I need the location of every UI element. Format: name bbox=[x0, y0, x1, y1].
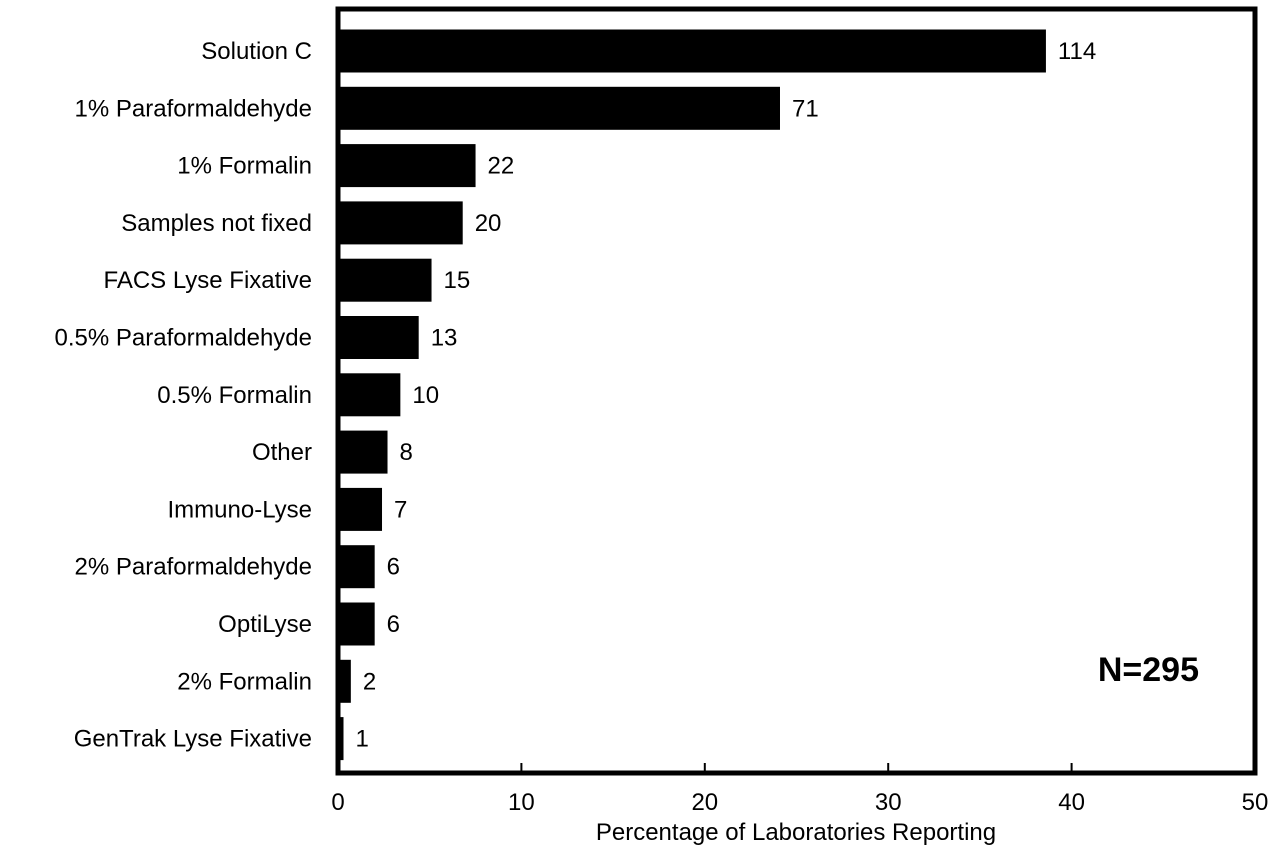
bar bbox=[338, 86, 780, 130]
bar bbox=[338, 258, 432, 302]
bar bbox=[338, 717, 344, 761]
category-label: 2% Paraformaldehyde bbox=[75, 554, 312, 581]
value-labels-group: 114 71 22 20 15 13 10 8 7 6 6 2 1 bbox=[356, 38, 1097, 753]
data-label: 6 bbox=[387, 554, 400, 581]
x-tick-label: 50 bbox=[1242, 789, 1269, 816]
bar bbox=[338, 545, 375, 589]
x-tick-label: 40 bbox=[1058, 789, 1085, 816]
data-label: 13 bbox=[431, 325, 458, 352]
data-label: 114 bbox=[1058, 38, 1096, 65]
bar bbox=[338, 487, 383, 531]
bar bbox=[338, 201, 463, 245]
data-label: 7 bbox=[394, 496, 407, 523]
data-label: 6 bbox=[387, 611, 400, 638]
category-label: Samples not fixed bbox=[121, 210, 312, 237]
data-label: 20 bbox=[475, 210, 502, 237]
bar bbox=[338, 144, 476, 188]
x-tick-label: 20 bbox=[691, 789, 718, 816]
bar bbox=[338, 316, 419, 359]
data-label: 1 bbox=[356, 726, 369, 753]
sample-size-annotation: N=295 bbox=[1098, 651, 1199, 689]
data-label: 2 bbox=[363, 668, 376, 695]
category-labels-group: Solution C 1% Paraformaldehyde 1% Formalin… bbox=[55, 38, 312, 753]
category-label: 1% Paraformaldehyde bbox=[75, 95, 312, 122]
x-axis-title: Percentage of Laboratories Reporting bbox=[596, 819, 996, 846]
data-label: 15 bbox=[444, 267, 471, 294]
data-label: 10 bbox=[412, 382, 439, 409]
data-label: 71 bbox=[792, 95, 819, 122]
category-label: Immuno-Lyse bbox=[168, 496, 313, 523]
x-tick-label: 10 bbox=[508, 789, 535, 816]
category-label: 2% Formalin bbox=[177, 668, 312, 695]
plot-frame bbox=[335, 6, 1258, 776]
x-tick-label: 0 bbox=[331, 789, 344, 816]
bar bbox=[338, 602, 375, 646]
category-label: 1% Formalin bbox=[177, 153, 312, 180]
data-label: 8 bbox=[400, 439, 413, 466]
bar bbox=[338, 430, 388, 474]
category-label: OptiLyse bbox=[218, 611, 312, 638]
category-label: Solution C bbox=[201, 38, 312, 65]
category-label: 0.5% Formalin bbox=[157, 382, 312, 409]
x-tick-label: 30 bbox=[875, 789, 902, 816]
bars-group bbox=[338, 29, 1046, 761]
bar bbox=[338, 373, 401, 417]
category-label: 0.5% Paraformaldehyde bbox=[55, 325, 312, 352]
category-label: Other bbox=[252, 439, 312, 466]
category-label: GenTrak Lyse Fixative bbox=[74, 726, 312, 753]
category-label: FACS Lyse Fixative bbox=[103, 267, 312, 294]
x-axis-ticks-group: 0 10 20 30 40 50 bbox=[331, 763, 1268, 816]
bar bbox=[338, 659, 351, 703]
data-label: 22 bbox=[488, 153, 515, 180]
bar bbox=[338, 29, 1046, 73]
